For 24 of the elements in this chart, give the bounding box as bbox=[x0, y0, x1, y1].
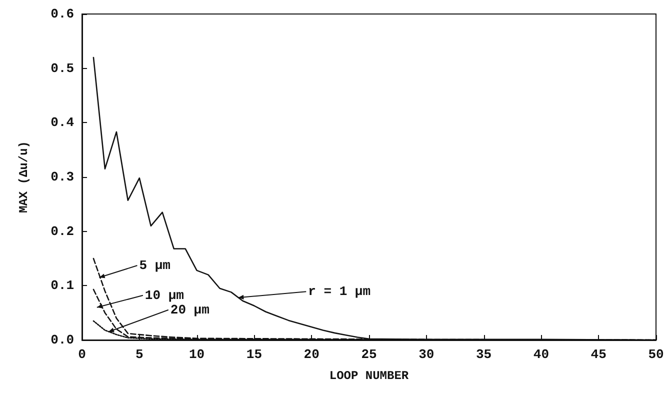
y-tick-label: 0.1 bbox=[50, 278, 74, 294]
annotation: 10 μm bbox=[144, 288, 184, 303]
y-tick-label: 0.2 bbox=[50, 224, 74, 239]
annotation: r = 1 μm bbox=[308, 284, 371, 300]
x-tick-label: 0 bbox=[78, 347, 86, 362]
y-tick-label: 0.3 bbox=[50, 170, 74, 184]
y-tick-label: 0.0 bbox=[50, 332, 74, 348]
annotation: 20 μm bbox=[170, 302, 210, 318]
y-axis-title: MAX (Δu/u) bbox=[17, 140, 31, 214]
x-tick-label: 10 bbox=[188, 347, 205, 362]
x-tick-label: 5 bbox=[135, 347, 144, 362]
y-tick-label: 0.4 bbox=[50, 115, 74, 130]
x-tick-label: 15 bbox=[246, 347, 262, 362]
y-tick-label: 0.6 bbox=[50, 6, 74, 22]
x-tick-label: 50 bbox=[648, 347, 664, 362]
x-tick-label: 35 bbox=[476, 347, 492, 362]
x-tick-label: 20 bbox=[304, 347, 320, 362]
x-tick-label: 40 bbox=[533, 347, 550, 362]
x-axis-title: LOOP NUMBER bbox=[329, 369, 410, 383]
annotation: 5 μm bbox=[139, 258, 171, 274]
x-tick-label: 30 bbox=[418, 347, 434, 362]
x-tick-label: 25 bbox=[361, 347, 377, 362]
y-tick-label: 0.5 bbox=[50, 60, 74, 76]
x-tick-label: 45 bbox=[590, 347, 607, 362]
